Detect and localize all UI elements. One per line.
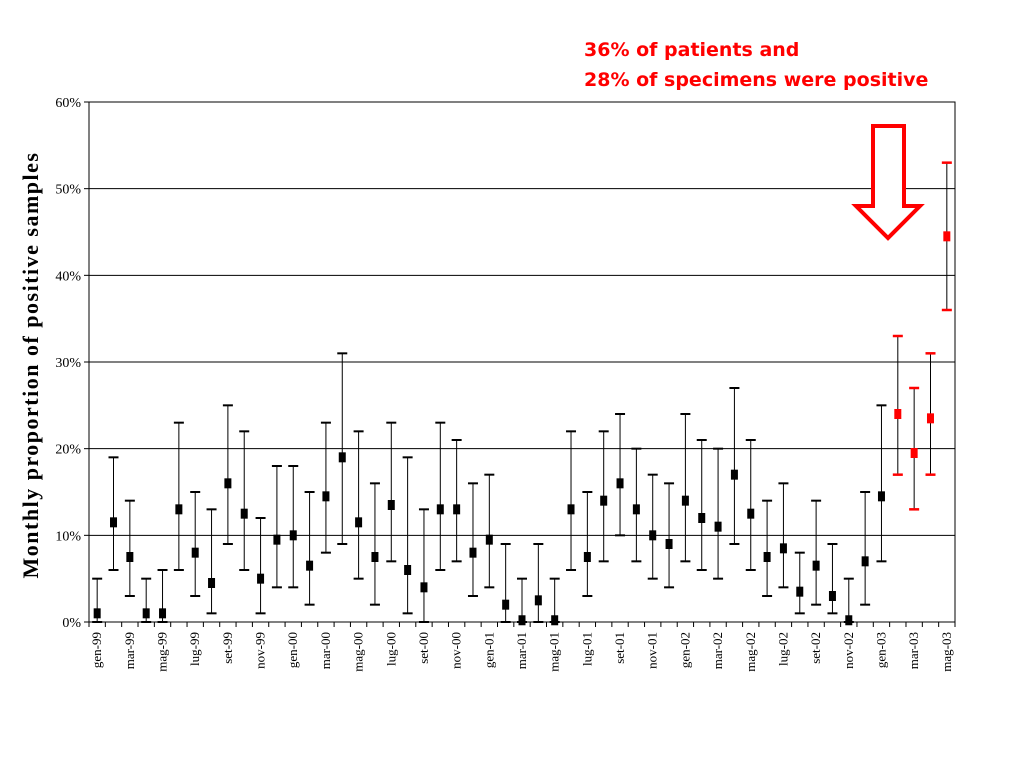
x-tick-label: gen-00 bbox=[285, 632, 300, 668]
x-tick-label: mag-03 bbox=[939, 632, 954, 672]
data-point bbox=[616, 478, 624, 489]
x-tick-label: gen-03 bbox=[873, 632, 888, 668]
data-point bbox=[453, 504, 461, 515]
data-point bbox=[632, 504, 640, 515]
data-point bbox=[600, 495, 608, 506]
data-point bbox=[289, 530, 297, 541]
x-tick-label: lug-99 bbox=[187, 632, 202, 666]
down-arrow-icon bbox=[851, 124, 925, 241]
data-point bbox=[240, 508, 248, 519]
data-point bbox=[306, 560, 314, 571]
x-tick-label: set-99 bbox=[220, 632, 235, 664]
x-tick-label: gen-02 bbox=[677, 632, 692, 668]
data-point bbox=[649, 530, 657, 541]
x-tick-label: mar-00 bbox=[318, 632, 333, 669]
data-point bbox=[894, 409, 902, 419]
data-point bbox=[877, 491, 885, 502]
data-point bbox=[257, 573, 265, 584]
data-point bbox=[926, 413, 934, 424]
x-tick-label: nov-99 bbox=[253, 632, 268, 669]
data-point bbox=[485, 534, 493, 545]
data-point bbox=[126, 552, 134, 562]
data-point bbox=[436, 504, 444, 515]
y-tick-label: 30% bbox=[55, 356, 81, 371]
x-tick-label: mar-01 bbox=[514, 632, 529, 669]
data-point bbox=[208, 578, 216, 588]
x-tick-label: lug-01 bbox=[579, 632, 594, 666]
data-point bbox=[567, 504, 575, 515]
x-tick-label: nov-00 bbox=[449, 632, 464, 669]
data-point bbox=[191, 547, 199, 558]
data-point bbox=[355, 517, 363, 528]
data-point bbox=[93, 608, 101, 619]
y-tick-label: 0% bbox=[62, 616, 81, 631]
data-point bbox=[142, 608, 150, 619]
data-point bbox=[551, 615, 559, 626]
data-point bbox=[110, 517, 118, 528]
x-tick-label: mar-02 bbox=[710, 632, 725, 669]
data-point bbox=[763, 552, 771, 562]
data-point bbox=[779, 543, 787, 554]
data-point bbox=[796, 586, 804, 597]
error-bars bbox=[92, 161, 952, 623]
y-tick-label: 60% bbox=[55, 96, 81, 111]
data-point bbox=[665, 539, 673, 549]
x-tick-label: gen-01 bbox=[481, 632, 496, 668]
x-tick-label: set-00 bbox=[416, 632, 431, 664]
data-point bbox=[698, 513, 706, 523]
y-tick-label: 20% bbox=[55, 443, 81, 458]
data-point bbox=[469, 547, 477, 558]
y-tick-label: 10% bbox=[55, 529, 81, 544]
x-tick-label: set-02 bbox=[808, 632, 823, 664]
y-tick-label: 40% bbox=[55, 269, 81, 284]
annotation-line-1: 36% of patients and bbox=[584, 39, 799, 61]
data-point bbox=[322, 491, 330, 502]
data-point bbox=[518, 615, 526, 626]
data-point bbox=[175, 504, 183, 515]
data-point bbox=[943, 231, 951, 242]
data-point bbox=[910, 448, 918, 458]
x-tick-label: nov-02 bbox=[841, 632, 856, 669]
x-tick-label: mag-00 bbox=[351, 632, 366, 672]
x-tick-label: lug-02 bbox=[775, 632, 790, 666]
annotation-line-2: 28% of specimens were positive bbox=[584, 69, 928, 91]
data-point bbox=[583, 552, 591, 562]
data-point bbox=[861, 556, 869, 567]
data-point bbox=[534, 595, 542, 606]
x-tick-label: mag-01 bbox=[547, 632, 562, 672]
x-tick-label: set-01 bbox=[612, 632, 627, 664]
x-axis-ticks: gen-99 mar-99 mag-99 lug-99 set-99 nov-99 gen-… bbox=[88, 622, 956, 672]
x-tick-label: nov-01 bbox=[645, 632, 660, 669]
data-point bbox=[845, 615, 853, 626]
data-point bbox=[338, 452, 346, 463]
y-tick-label: 50% bbox=[55, 183, 81, 198]
data-point bbox=[387, 500, 395, 510]
data-point bbox=[159, 608, 167, 619]
data-point bbox=[714, 521, 722, 532]
x-tick-label: mar-03 bbox=[906, 632, 921, 669]
data-point bbox=[371, 552, 379, 562]
data-points bbox=[93, 231, 951, 626]
x-tick-label: mag-99 bbox=[155, 632, 170, 672]
data-point bbox=[502, 599, 510, 610]
x-tick-label: mag-02 bbox=[743, 632, 758, 672]
y-axis-ticks: 0% 10% 20% 30% 40% 50% 60% bbox=[55, 96, 89, 631]
y-axis-label: Monthly proportion of positive samples bbox=[18, 152, 43, 579]
data-point bbox=[420, 582, 428, 593]
x-tick-label: gen-99 bbox=[89, 632, 104, 668]
data-point bbox=[747, 508, 755, 519]
x-tick-label: mar-99 bbox=[122, 632, 137, 669]
data-point bbox=[828, 591, 836, 601]
data-point bbox=[812, 560, 820, 571]
data-point bbox=[730, 469, 738, 480]
x-tick-label: lug-00 bbox=[383, 632, 398, 666]
data-point bbox=[273, 534, 281, 545]
gridlines bbox=[89, 188, 955, 536]
data-point bbox=[681, 495, 689, 506]
data-point bbox=[224, 478, 232, 489]
data-point bbox=[404, 565, 412, 575]
